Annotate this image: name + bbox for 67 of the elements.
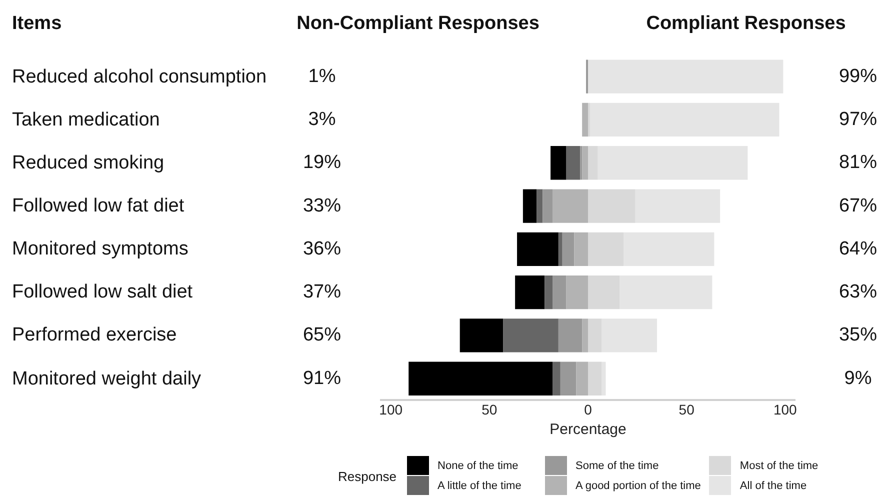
bar bbox=[582, 146, 588, 180]
x-tick-label: 100 bbox=[773, 401, 798, 418]
bar bbox=[552, 189, 588, 223]
y-tick-label: Reduced alcohol consumption bbox=[12, 65, 267, 88]
bar bbox=[590, 102, 780, 137]
bar bbox=[503, 318, 558, 352]
bar bbox=[588, 60, 784, 94]
y-tick-label: Monitored weight daily bbox=[12, 367, 202, 390]
bar bbox=[517, 232, 558, 266]
bar bbox=[544, 275, 553, 310]
bar bbox=[552, 362, 560, 396]
text: 3% bbox=[308, 108, 336, 130]
y-tick-label: Taken medication bbox=[12, 108, 160, 132]
text: 36% bbox=[302, 238, 342, 260]
bar bbox=[408, 362, 553, 396]
bar bbox=[576, 362, 588, 396]
text: 35% bbox=[838, 324, 878, 346]
bar bbox=[558, 318, 582, 352]
bar bbox=[582, 102, 588, 137]
text: 9% bbox=[844, 368, 872, 389]
x-tick-label: 100 bbox=[379, 401, 403, 418]
y-tick-label: Performed exercise bbox=[12, 324, 177, 347]
text: Non-Compliant Responses bbox=[296, 13, 540, 34]
bar bbox=[460, 318, 504, 352]
y-tick-label: Followed low salt diet bbox=[12, 280, 193, 304]
text: 97% bbox=[838, 108, 878, 130]
legend-label: All of the time bbox=[740, 480, 807, 492]
legend-label: Most of the time bbox=[740, 460, 818, 472]
text: 63% bbox=[838, 282, 878, 303]
bar bbox=[552, 275, 566, 310]
x-tick-label: 50 bbox=[678, 401, 695, 418]
text: 64% bbox=[838, 238, 878, 260]
x-axis-title: Percentage bbox=[550, 421, 626, 438]
text: 99% bbox=[838, 66, 878, 87]
bar bbox=[536, 189, 543, 223]
bar bbox=[582, 318, 588, 352]
bar bbox=[574, 232, 588, 266]
y-tick-label: Monitored symptoms bbox=[12, 238, 188, 261]
bar bbox=[560, 362, 576, 396]
bar bbox=[566, 275, 588, 310]
text: 91% bbox=[302, 368, 342, 389]
bar bbox=[515, 275, 545, 310]
text: Compliant Responses bbox=[646, 13, 846, 34]
legend-title: Response bbox=[338, 468, 397, 484]
bar bbox=[558, 232, 562, 266]
bar bbox=[522, 189, 537, 223]
y-tick-label: Reduced smoking bbox=[12, 151, 164, 174]
text: 19% bbox=[302, 152, 342, 174]
text: 1% bbox=[308, 66, 336, 87]
text: 37% bbox=[302, 282, 342, 303]
y-tick-label: Followed low fat diet bbox=[12, 194, 184, 218]
bar bbox=[550, 146, 566, 180]
legend-label: A little of the time bbox=[438, 480, 522, 492]
y-axis-title: Items bbox=[12, 13, 62, 34]
text: 67% bbox=[838, 195, 878, 216]
legend-label: Some of the time bbox=[576, 460, 659, 472]
text: 33% bbox=[302, 195, 342, 216]
bar bbox=[562, 232, 574, 266]
x-tick-label: 0 bbox=[584, 401, 592, 418]
legend-label: A good portion of the time bbox=[576, 480, 701, 492]
bar bbox=[542, 189, 553, 223]
text: 65% bbox=[302, 324, 342, 346]
bar bbox=[588, 362, 602, 396]
legend-label: None of the time bbox=[438, 460, 518, 472]
x-tick-label: 50 bbox=[482, 401, 498, 418]
text: 81% bbox=[838, 152, 878, 174]
bar bbox=[566, 146, 580, 180]
